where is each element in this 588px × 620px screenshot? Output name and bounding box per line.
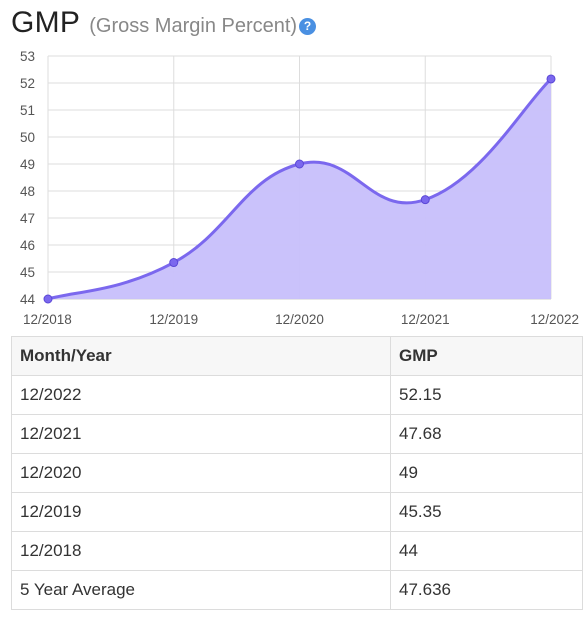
x-tick-label: 12/2021 [401, 312, 450, 327]
gmp-table: Month/Year GMP 12/2022 52.15 12/2021 47.… [11, 336, 583, 610]
row-gmp-value: 44 [390, 531, 583, 571]
series-area [48, 78, 551, 299]
y-tick-label: 47 [20, 211, 35, 226]
row-period: 12/2020 [11, 453, 391, 493]
data-point [546, 74, 556, 84]
table-row: 12/2022 52.15 [11, 375, 583, 415]
table-row: 12/2021 47.68 [11, 414, 583, 454]
table-row: 12/2018 44 [11, 531, 583, 571]
row-gmp-value: 49 [390, 453, 583, 493]
row-gmp-value: 45.35 [390, 492, 583, 532]
x-tick-label: 12/2019 [149, 312, 198, 327]
y-tick-label: 46 [20, 238, 35, 253]
table-header-row: Month/Year GMP [11, 336, 583, 376]
data-point [169, 258, 179, 268]
row-gmp-value: 47.636 [390, 570, 583, 610]
row-gmp-value: 47.68 [390, 414, 583, 454]
table-row: 12/2020 49 [11, 453, 583, 493]
data-point [420, 195, 430, 205]
row-period: 5 Year Average [11, 570, 391, 610]
row-period: 12/2022 [11, 375, 391, 415]
y-tick-label: 49 [20, 157, 35, 172]
column-header-gmp: GMP [390, 336, 583, 376]
row-period: 12/2018 [11, 531, 391, 571]
y-tick-label: 50 [20, 130, 35, 145]
page-subtitle: (Gross Margin Percent) [89, 15, 298, 37]
y-tick-label: 45 [20, 265, 35, 280]
row-period: 12/2019 [11, 492, 391, 532]
help-icon[interactable]: ? [299, 18, 317, 35]
data-points [43, 74, 556, 304]
table-row-average: 5 Year Average 47.636 [11, 570, 583, 610]
column-header-month-year: Month/Year [11, 336, 391, 376]
row-gmp-value: 52.15 [390, 375, 583, 415]
x-tick-label: 12/2020 [275, 312, 324, 327]
y-tick-label: 52 [20, 76, 35, 91]
y-tick-label: 44 [20, 292, 36, 307]
table-row: 12/2019 45.35 [11, 492, 583, 532]
y-tick-label: 48 [20, 184, 35, 199]
y-tick-label: 53 [20, 49, 35, 64]
x-tick-label: 12/2022 [530, 312, 579, 327]
chart-header: GMP (Gross Margin Percent) ? [11, 6, 317, 40]
x-tick-label: 12/2018 [23, 312, 72, 327]
data-point [295, 159, 304, 169]
data-point [43, 294, 53, 304]
y-tick-label: 51 [20, 103, 35, 118]
row-period: 12/2021 [11, 414, 391, 454]
y-axis-ticks: 44 45 46 47 48 49 50 51 52 53 [20, 49, 36, 307]
x-axis-ticks: 12/2018 12/2019 12/2020 12/2021 12/2022 [23, 312, 579, 327]
page-title: GMP [11, 6, 81, 39]
